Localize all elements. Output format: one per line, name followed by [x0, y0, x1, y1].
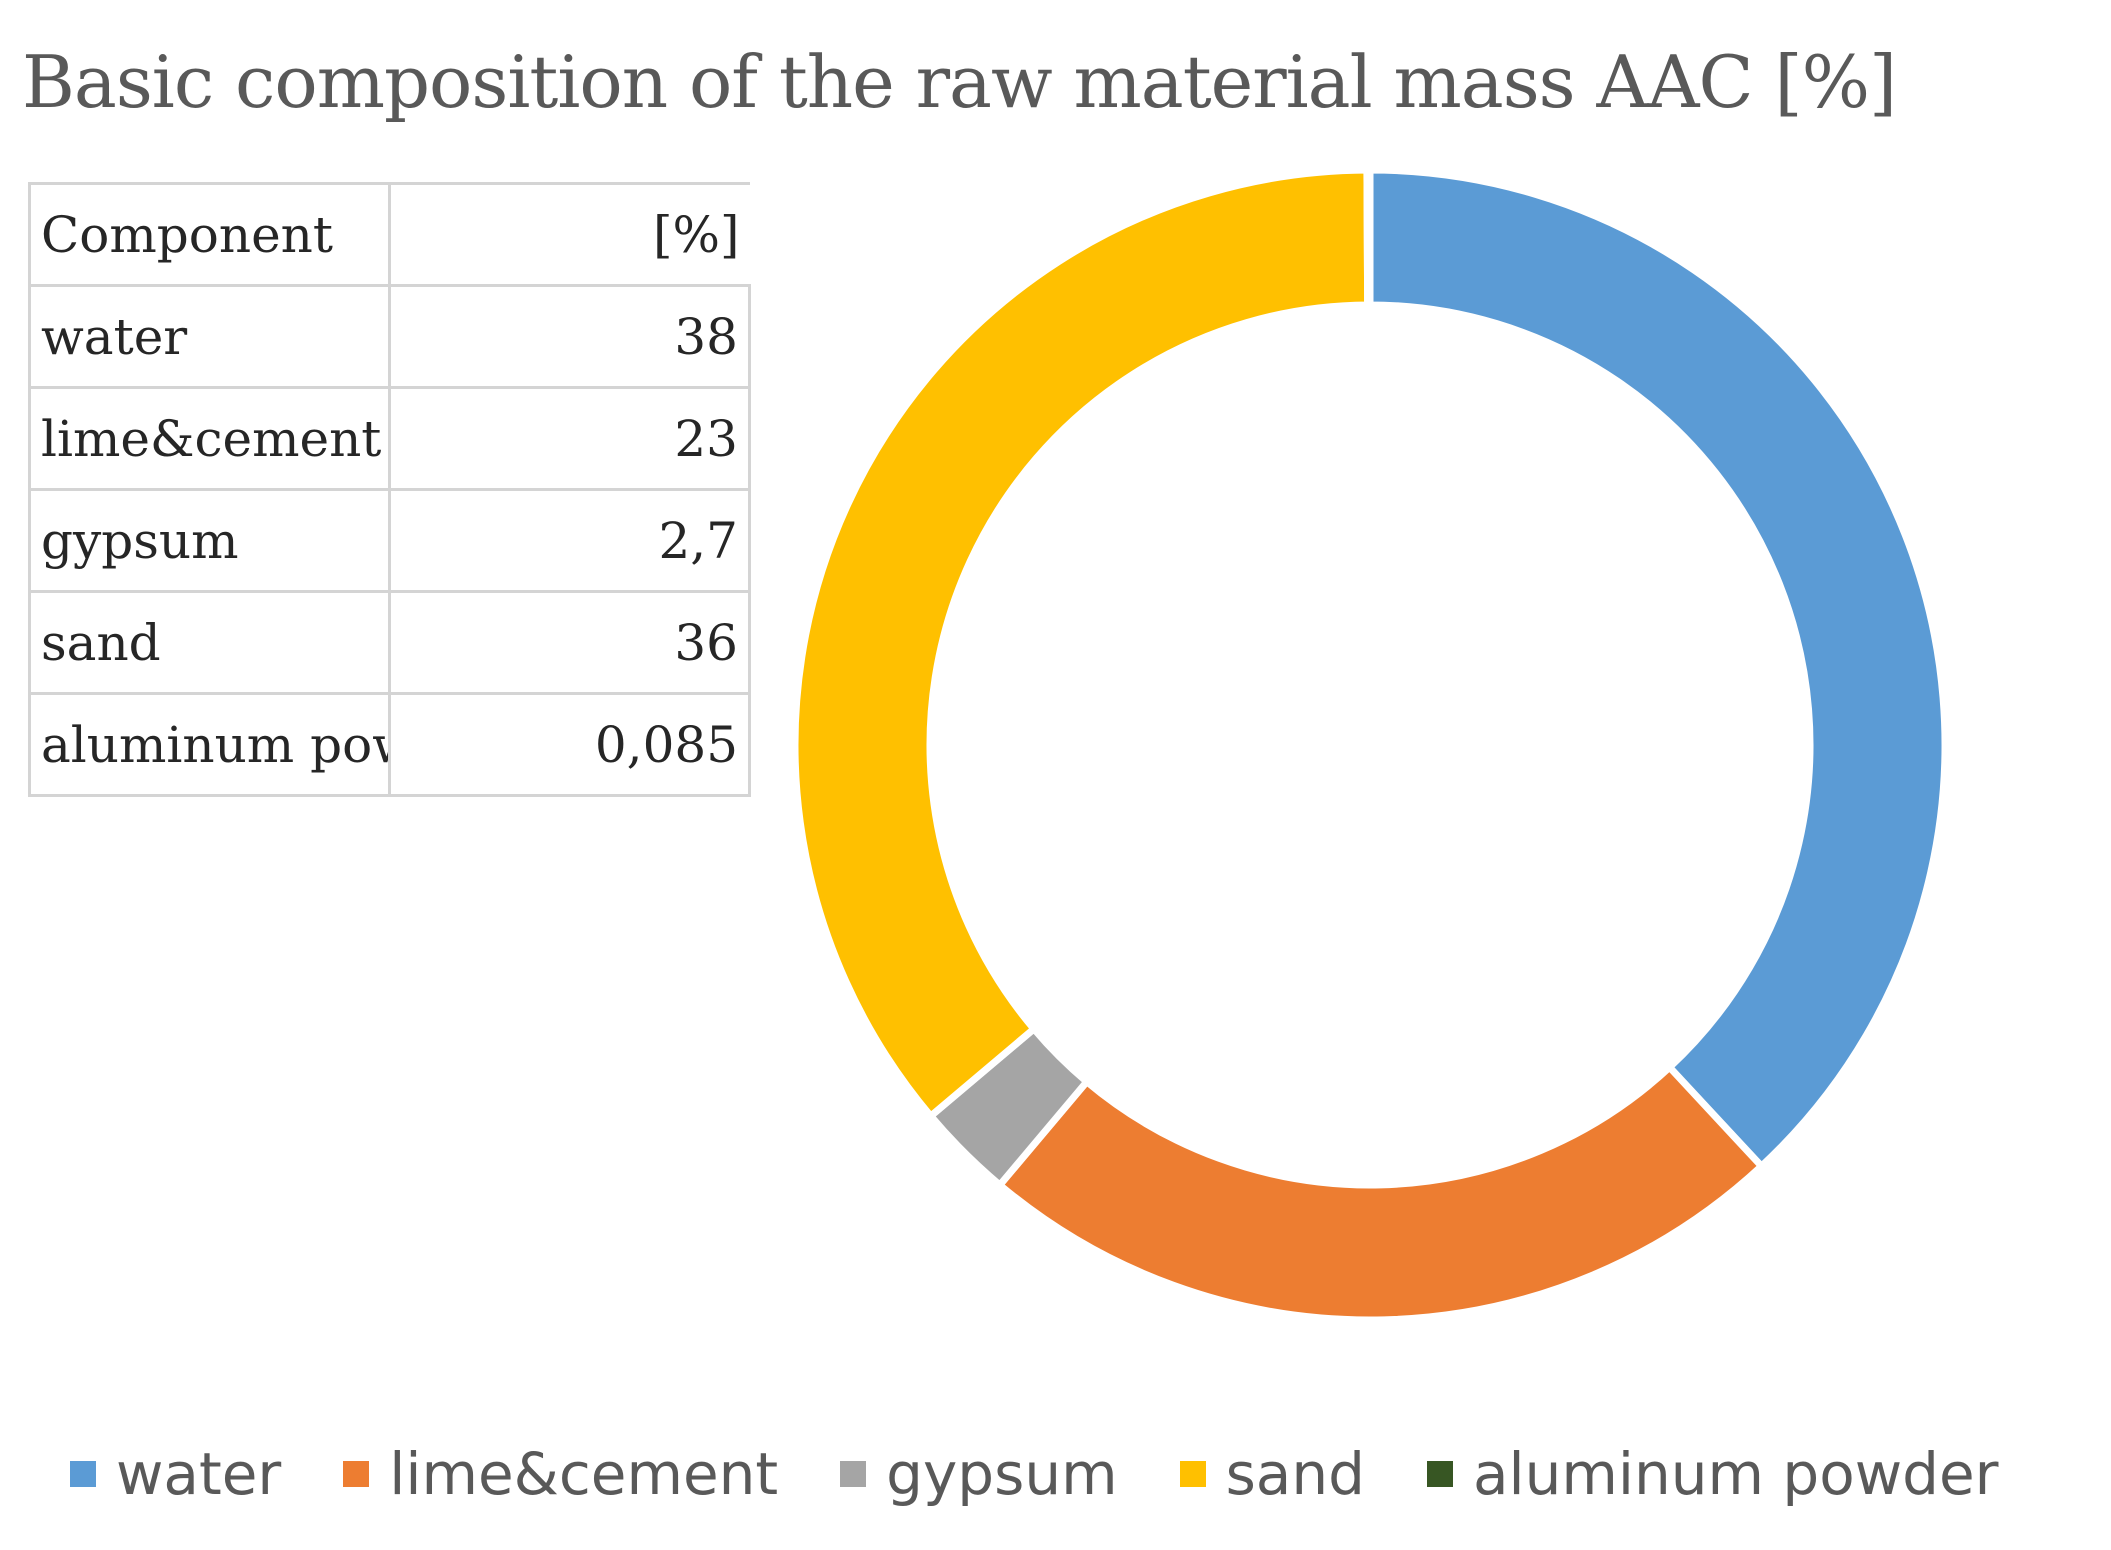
legend-label: lime&cement	[389, 1440, 779, 1508]
table-cell: gypsum	[28, 488, 391, 593]
legend-swatch	[343, 1461, 370, 1487]
legend-item-gypsum: gypsum	[840, 1440, 1118, 1508]
table-cell: 36	[388, 590, 751, 695]
table-cell: lime&cement	[28, 386, 391, 491]
legend-item-water: water	[70, 1440, 281, 1508]
legend-label: gypsum	[886, 1440, 1118, 1508]
legend-item-sand: sand	[1179, 1440, 1365, 1508]
chart-legend: water lime&cement gypsum sand aluminum p…	[70, 1440, 1999, 1508]
donut-chart	[791, 166, 1949, 1324]
table-header-cell: [%]	[388, 182, 750, 287]
legend-label: sand	[1225, 1440, 1365, 1508]
table-header-cell: Component	[28, 182, 391, 287]
legend-label: water	[116, 1440, 282, 1508]
chart-title: Basic composition of the raw material ma…	[22, 40, 1897, 124]
table-cell: aluminum powder	[28, 692, 391, 797]
legend-swatch	[1179, 1461, 1206, 1487]
table-row: lime&cement 23	[28, 386, 751, 491]
table-cell: water	[28, 284, 391, 389]
table-cell: 23	[388, 386, 751, 491]
table-header-row: Component [%]	[28, 182, 750, 287]
table-cell: 0,085	[388, 692, 751, 797]
legend-swatch	[70, 1461, 96, 1487]
legend-item-aluminum-powder: aluminum powder	[1426, 1440, 1999, 1508]
legend-label: aluminum powder	[1472, 1440, 1999, 1508]
donut-slice-lime-cement	[994, 1062, 1767, 1324]
table-row: gypsum 2,7	[28, 488, 751, 593]
table-row: sand 36	[28, 590, 751, 695]
table-row: aluminum powder 0,085	[28, 692, 751, 797]
legend-swatch	[840, 1461, 867, 1487]
table-cell: sand	[28, 590, 391, 695]
table-cell: 38	[388, 284, 751, 389]
legend-swatch	[1426, 1461, 1453, 1487]
legend-item-lime-cement: lime&cement	[343, 1440, 778, 1508]
table-row: water 38	[28, 284, 751, 389]
donut-slice-water	[1366, 166, 1949, 1172]
donut-slice-sand	[791, 166, 1372, 1121]
data-table: Component [%] water 38 lime&cement 23 gy…	[28, 182, 751, 797]
table-cell: 2,7	[388, 488, 751, 593]
donut-slice-aluminum-powder	[1363, 166, 1374, 309]
